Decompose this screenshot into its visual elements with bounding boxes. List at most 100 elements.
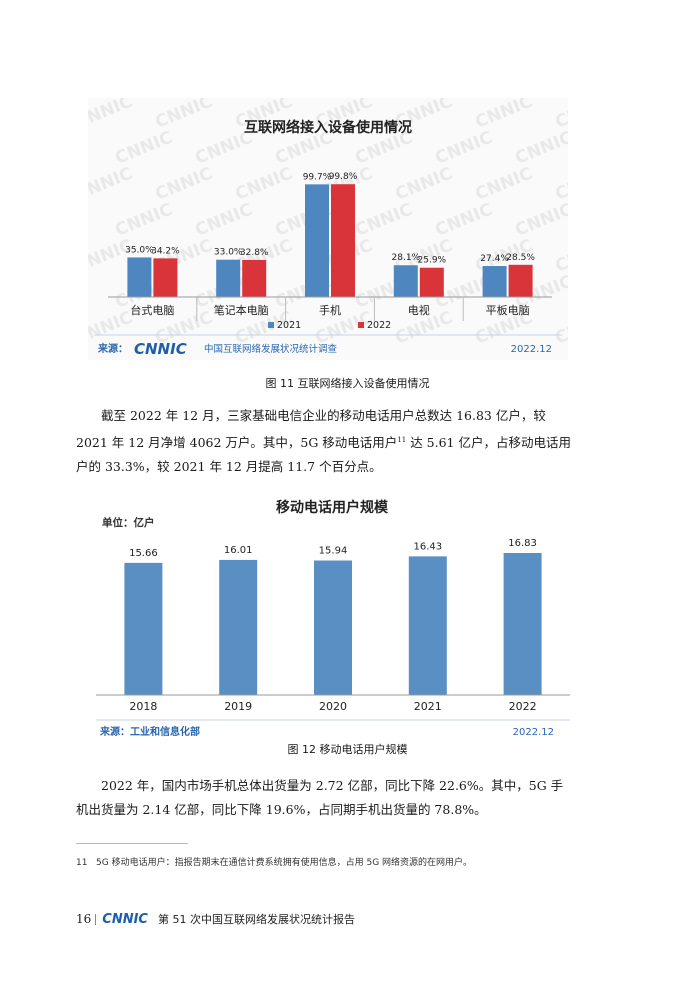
footnote-number: 11 [76, 858, 88, 868]
legend-label: 2021 [277, 320, 301, 331]
x-tick-label: 2018 [129, 700, 157, 713]
bar-2018 [124, 562, 163, 695]
figure-11-caption: 图 11 互联网络接入设备使用情况 [265, 377, 430, 390]
cnnic-logo: CNNIC [102, 911, 148, 927]
device-usage-chart: CNNIC CNNIC CNNIC CNNIC CNNIC CNNIC CNNICCNNIC… [88, 98, 568, 360]
x-tick-label: 2020 [319, 700, 347, 713]
legend: 2021 2022 [268, 320, 391, 331]
unit-label: 单位：亿户 [102, 516, 155, 529]
x-tick-label: 2019 [224, 700, 252, 713]
bar-2021-3 [393, 265, 418, 297]
data-label: 25.9% [418, 256, 447, 266]
bar-2022 [503, 553, 542, 695]
watermark-text: CNNIC [192, 200, 255, 241]
x-tick-label: 笔记本电脑 [214, 303, 269, 317]
bar-2022-4 [508, 264, 533, 297]
page-number: 16 [76, 912, 92, 926]
x-tick-label: 2021 [414, 700, 442, 713]
watermark-text: CNNIC [552, 98, 568, 133]
watermark-text: CNNIC [552, 308, 568, 349]
page-footer: 16 CNNIC 第 51 次中国互联网络发展状况统计报告 [76, 911, 355, 927]
bar-2021 [408, 556, 447, 695]
source-date: 2022.12 [513, 727, 554, 738]
data-label: 35.0% [125, 245, 154, 255]
para1-line2a: 2021 年 12 月净增 4062 万户。其中，5G 移动电话用户 [76, 435, 398, 451]
source-text: 中国互联网络发展状况统计调查 [204, 343, 338, 355]
data-label: 99.8% [329, 172, 358, 182]
figure-12-caption: 图 12 移动电话用户规模 [287, 743, 408, 756]
bar-2022-1 [242, 259, 267, 297]
source-text: 来源：工业和信息化部 [99, 725, 200, 738]
footnote-text: 5G 移动电话用户：指报告期末在通信计费系统拥有使用信息，占用 5G 网络资源的… [96, 858, 473, 868]
x-tick-labels: 台式电脑 笔记本电脑 手机 电视 平板电脑 [130, 297, 530, 321]
data-label: 99.7% [303, 172, 332, 182]
legend-label: 2022 [367, 320, 391, 331]
chart-title: 互联网络接入设备使用情况 [244, 119, 412, 136]
chart-title: 移动电话用户规模 [276, 499, 389, 516]
watermark-text: CNNIC [432, 128, 495, 169]
para1-line1: 截至 2022 年 12 月，三家基础电信企业的移动电话用户总数达 16.83 … [101, 408, 546, 423]
watermark-text: CNNIC [232, 164, 295, 205]
bar-2019 [219, 559, 258, 695]
x-tick-label: 平板电脑 [486, 303, 530, 317]
watermark-text: CNNIC [472, 164, 535, 205]
mobile-users-chart: 移动电话用户规模 单位：亿户 15.66 16.01 15.94 16.43 16.83… [96, 499, 570, 738]
x-tick-label: 手机 [319, 303, 341, 317]
watermark-text: CNNIC [392, 164, 455, 205]
paragraph-2: 2022 年，国内市场手机总体出货量为 2.72 亿部，同比下降 22.6%。其… [76, 774, 596, 822]
para2-line2: 机出货量为 2.14 亿部，同比下降 19.6%，占同期手机出货量的 78.8%… [76, 802, 487, 817]
data-label: 34.2% [151, 246, 180, 256]
data-label: 28.5% [506, 253, 535, 263]
watermark-text: CNNIC [432, 200, 495, 241]
paragraph-1: 截至 2022 年 12 月，三家基础电信企业的移动电话用户总数达 16.83 … [76, 404, 580, 479]
para1-line2: 2021 年 12 月净增 4062 万户。其中，5G 移动电话用户11 达 5… [76, 428, 580, 455]
footer-separator [95, 913, 97, 925]
footnote-divider [76, 843, 188, 844]
watermark-text: CNNIC [552, 164, 568, 205]
para1-line2b: 达 5.61 亿户，占移动电话用 [406, 435, 571, 451]
cnnic-logo: CNNIC [134, 340, 187, 358]
data-label: 16.43 [413, 541, 442, 552]
bar-group: 35.0%34.2% 33.0%32.8% 99.7%99.8% 28.1%25.9%… [125, 172, 535, 297]
legend-swatch [268, 322, 274, 328]
watermark-text: CNNIC [152, 98, 215, 133]
bar-group: 15.66 16.01 15.94 16.43 16.83 [124, 538, 542, 695]
bar-2021-4 [482, 266, 507, 297]
source-date: 2022.12 [511, 344, 552, 355]
watermark-text: CNNIC [512, 128, 568, 169]
footnote: 11 5G 移动电话用户：指报告期末在通信计费系统拥有使用信息，占用 5G 网络… [76, 855, 472, 868]
watermark-text: CNNIC [512, 200, 568, 241]
watermark-text: CNNIC [112, 200, 175, 241]
watermark-text: CNNIC [112, 128, 175, 169]
bar-2022-2 [331, 184, 355, 297]
data-label: 33.0% [214, 248, 243, 258]
x-tick-labels: 2018 2019 2020 2021 2022 [129, 700, 536, 713]
bar-2022-3 [419, 267, 444, 297]
watermark-text: CNNIC [472, 98, 535, 133]
legend-swatch [358, 322, 364, 328]
bar-2021-0 [127, 257, 152, 297]
watermark-text: CNNIC [88, 98, 135, 133]
x-tick-label: 台式电脑 [130, 303, 174, 317]
watermark-text: CNNIC [88, 164, 135, 205]
footnote-ref: 11 [397, 436, 407, 444]
x-tick-label: 电视 [408, 303, 430, 317]
para2-line1: 2022 年，国内市场手机总体出货量为 2.72 亿部，同比下降 22.6%。其… [101, 778, 564, 793]
data-label: 27.4% [480, 254, 509, 264]
x-tick-label: 2022 [509, 700, 537, 713]
data-label: 15.66 [129, 548, 158, 559]
data-label: 16.83 [508, 538, 537, 549]
data-label: 32.8% [240, 248, 269, 258]
source-prefix: 来源： [97, 342, 128, 355]
watermark-text: CNNIC [88, 308, 135, 349]
data-label: 28.1% [392, 253, 421, 263]
report-title: 第 51 次中国互联网络发展状况统计报告 [157, 913, 355, 926]
watermark-text: CNNIC [152, 164, 215, 205]
bar-2022-0 [153, 258, 178, 297]
bar-2020 [314, 560, 352, 695]
watermark-text: CNNIC [552, 236, 568, 277]
data-label: 16.01 [224, 545, 253, 556]
data-label: 15.94 [319, 546, 348, 557]
bar-2021-2 [305, 184, 329, 297]
bar-2021-1 [216, 259, 241, 297]
